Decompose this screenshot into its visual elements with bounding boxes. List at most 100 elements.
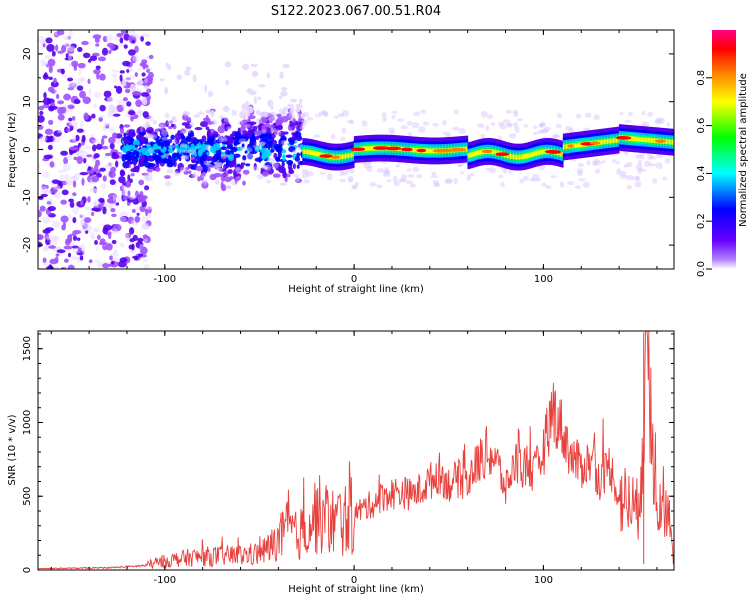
heatmap-cell <box>213 172 222 178</box>
colorbar-ticks: 0.0 0.2 0.4 0.6 0.8 <box>696 70 712 277</box>
heatmap-cell <box>551 134 559 139</box>
heatmap-cell <box>190 165 194 170</box>
heatmap-cell <box>351 184 357 190</box>
heatmap-cell <box>611 138 614 144</box>
heatmap-cell <box>541 129 550 133</box>
heatmap-cell <box>115 202 120 206</box>
heatmap-cell <box>39 46 45 50</box>
heatmap-cell <box>81 40 89 46</box>
heatmap-cell <box>62 222 67 227</box>
heatmap-cell <box>283 106 289 111</box>
heatmap-cell <box>600 139 603 145</box>
heatmap-cell <box>120 30 129 35</box>
heatmap-cell <box>282 153 286 162</box>
heatmap-cell <box>42 73 49 80</box>
heatmap-cell <box>526 153 529 159</box>
heatmap-cell <box>624 119 632 124</box>
heatmap-cell <box>146 167 154 173</box>
heatmap-cell <box>292 173 299 178</box>
heatmap-cell <box>279 71 284 79</box>
heatmap-cell <box>123 124 131 128</box>
heatmap-cell <box>194 127 203 131</box>
heatmap-cell <box>62 163 71 171</box>
snr-frame <box>37 330 675 571</box>
heatmap-cell <box>54 89 58 94</box>
heatmap-cell <box>653 138 656 144</box>
heatmap-cell <box>114 85 118 89</box>
heatmap-cell <box>147 134 155 139</box>
heatmap-cell <box>473 151 476 157</box>
heatmap-cell <box>667 139 670 145</box>
heatmap-cell <box>103 126 107 131</box>
heatmap-cell <box>57 169 67 173</box>
heatmap-cell <box>109 142 115 150</box>
heatmap-cell <box>255 109 261 115</box>
heatmap-cell <box>91 207 100 212</box>
heatmap-cell <box>201 135 207 142</box>
heatmap-cell <box>272 139 278 146</box>
heatmap-cell <box>79 172 89 176</box>
heatmap-cell <box>255 118 262 125</box>
heatmap-cell <box>38 105 44 111</box>
heatmap-cell <box>72 216 77 224</box>
heatmap-cell <box>538 123 546 128</box>
heatmap-cell <box>479 149 482 155</box>
heatmap-cell <box>144 185 150 191</box>
heatmap-cell <box>628 111 633 117</box>
heatmap-cell <box>485 125 490 131</box>
heatmap-cell <box>565 144 569 149</box>
heatmap-cell <box>582 181 590 188</box>
heatmap-cell <box>245 153 254 160</box>
heatmap-cell <box>346 153 349 159</box>
heatmap-cell <box>99 167 106 172</box>
heatmap-cell <box>420 109 427 114</box>
heatmap-cell <box>477 123 485 129</box>
snr-ytick-label: 1500 <box>22 336 33 361</box>
heatmap-cell <box>465 146 469 152</box>
heatmap-cell <box>59 174 64 180</box>
heatmap-cell <box>127 30 136 36</box>
heatmap-cell <box>532 131 538 136</box>
heatmap-cell <box>626 174 634 181</box>
snr-ytick-label: 0 <box>22 567 33 573</box>
heatmap-cell <box>406 168 412 172</box>
heatmap-cell <box>316 151 319 157</box>
heatmap-cell <box>350 152 354 158</box>
heatmap-cell <box>648 163 656 167</box>
heatmap-cell <box>147 147 153 153</box>
heatmap-cell <box>135 92 143 96</box>
heatmap-cell <box>55 93 60 100</box>
heatmap-cell <box>347 178 354 183</box>
heatmap-cell <box>72 235 78 241</box>
heatmap-cell <box>44 55 54 60</box>
heatmap-cell <box>118 176 126 184</box>
heatmap-cell <box>286 112 293 121</box>
heatmap-cell <box>57 100 65 105</box>
heatmap-cell <box>220 146 228 151</box>
heatmap-cell <box>232 160 237 167</box>
heatmap-cell <box>48 119 54 125</box>
heatmap-cell <box>119 70 125 74</box>
heatmap-cell <box>330 155 341 159</box>
heatmap-cell <box>79 120 84 129</box>
heatmap-cell <box>478 150 481 156</box>
heatmap-cell <box>165 62 170 68</box>
heatmap-cell <box>278 130 286 138</box>
heatmap-cell <box>38 210 42 218</box>
heatmap-cell <box>187 170 192 175</box>
heatmap-cell <box>301 119 308 125</box>
heatmap-cell <box>225 161 230 169</box>
heatmap-cell <box>48 76 53 80</box>
heatmap-cell <box>181 114 189 121</box>
heatmap-cell <box>154 148 161 154</box>
heatmap-cell <box>206 130 211 139</box>
heatmap-cell <box>167 159 176 166</box>
heatmap-cell <box>469 172 475 177</box>
heatmap-cell <box>349 119 355 125</box>
heatmap-cell <box>164 86 169 95</box>
heatmap-cell <box>413 111 421 116</box>
spectrogram-xlabel: Height of straight line (km) <box>288 284 424 295</box>
heatmap-cell <box>472 152 475 157</box>
heatmap-cell <box>513 121 519 128</box>
heatmap-cell <box>269 124 275 128</box>
